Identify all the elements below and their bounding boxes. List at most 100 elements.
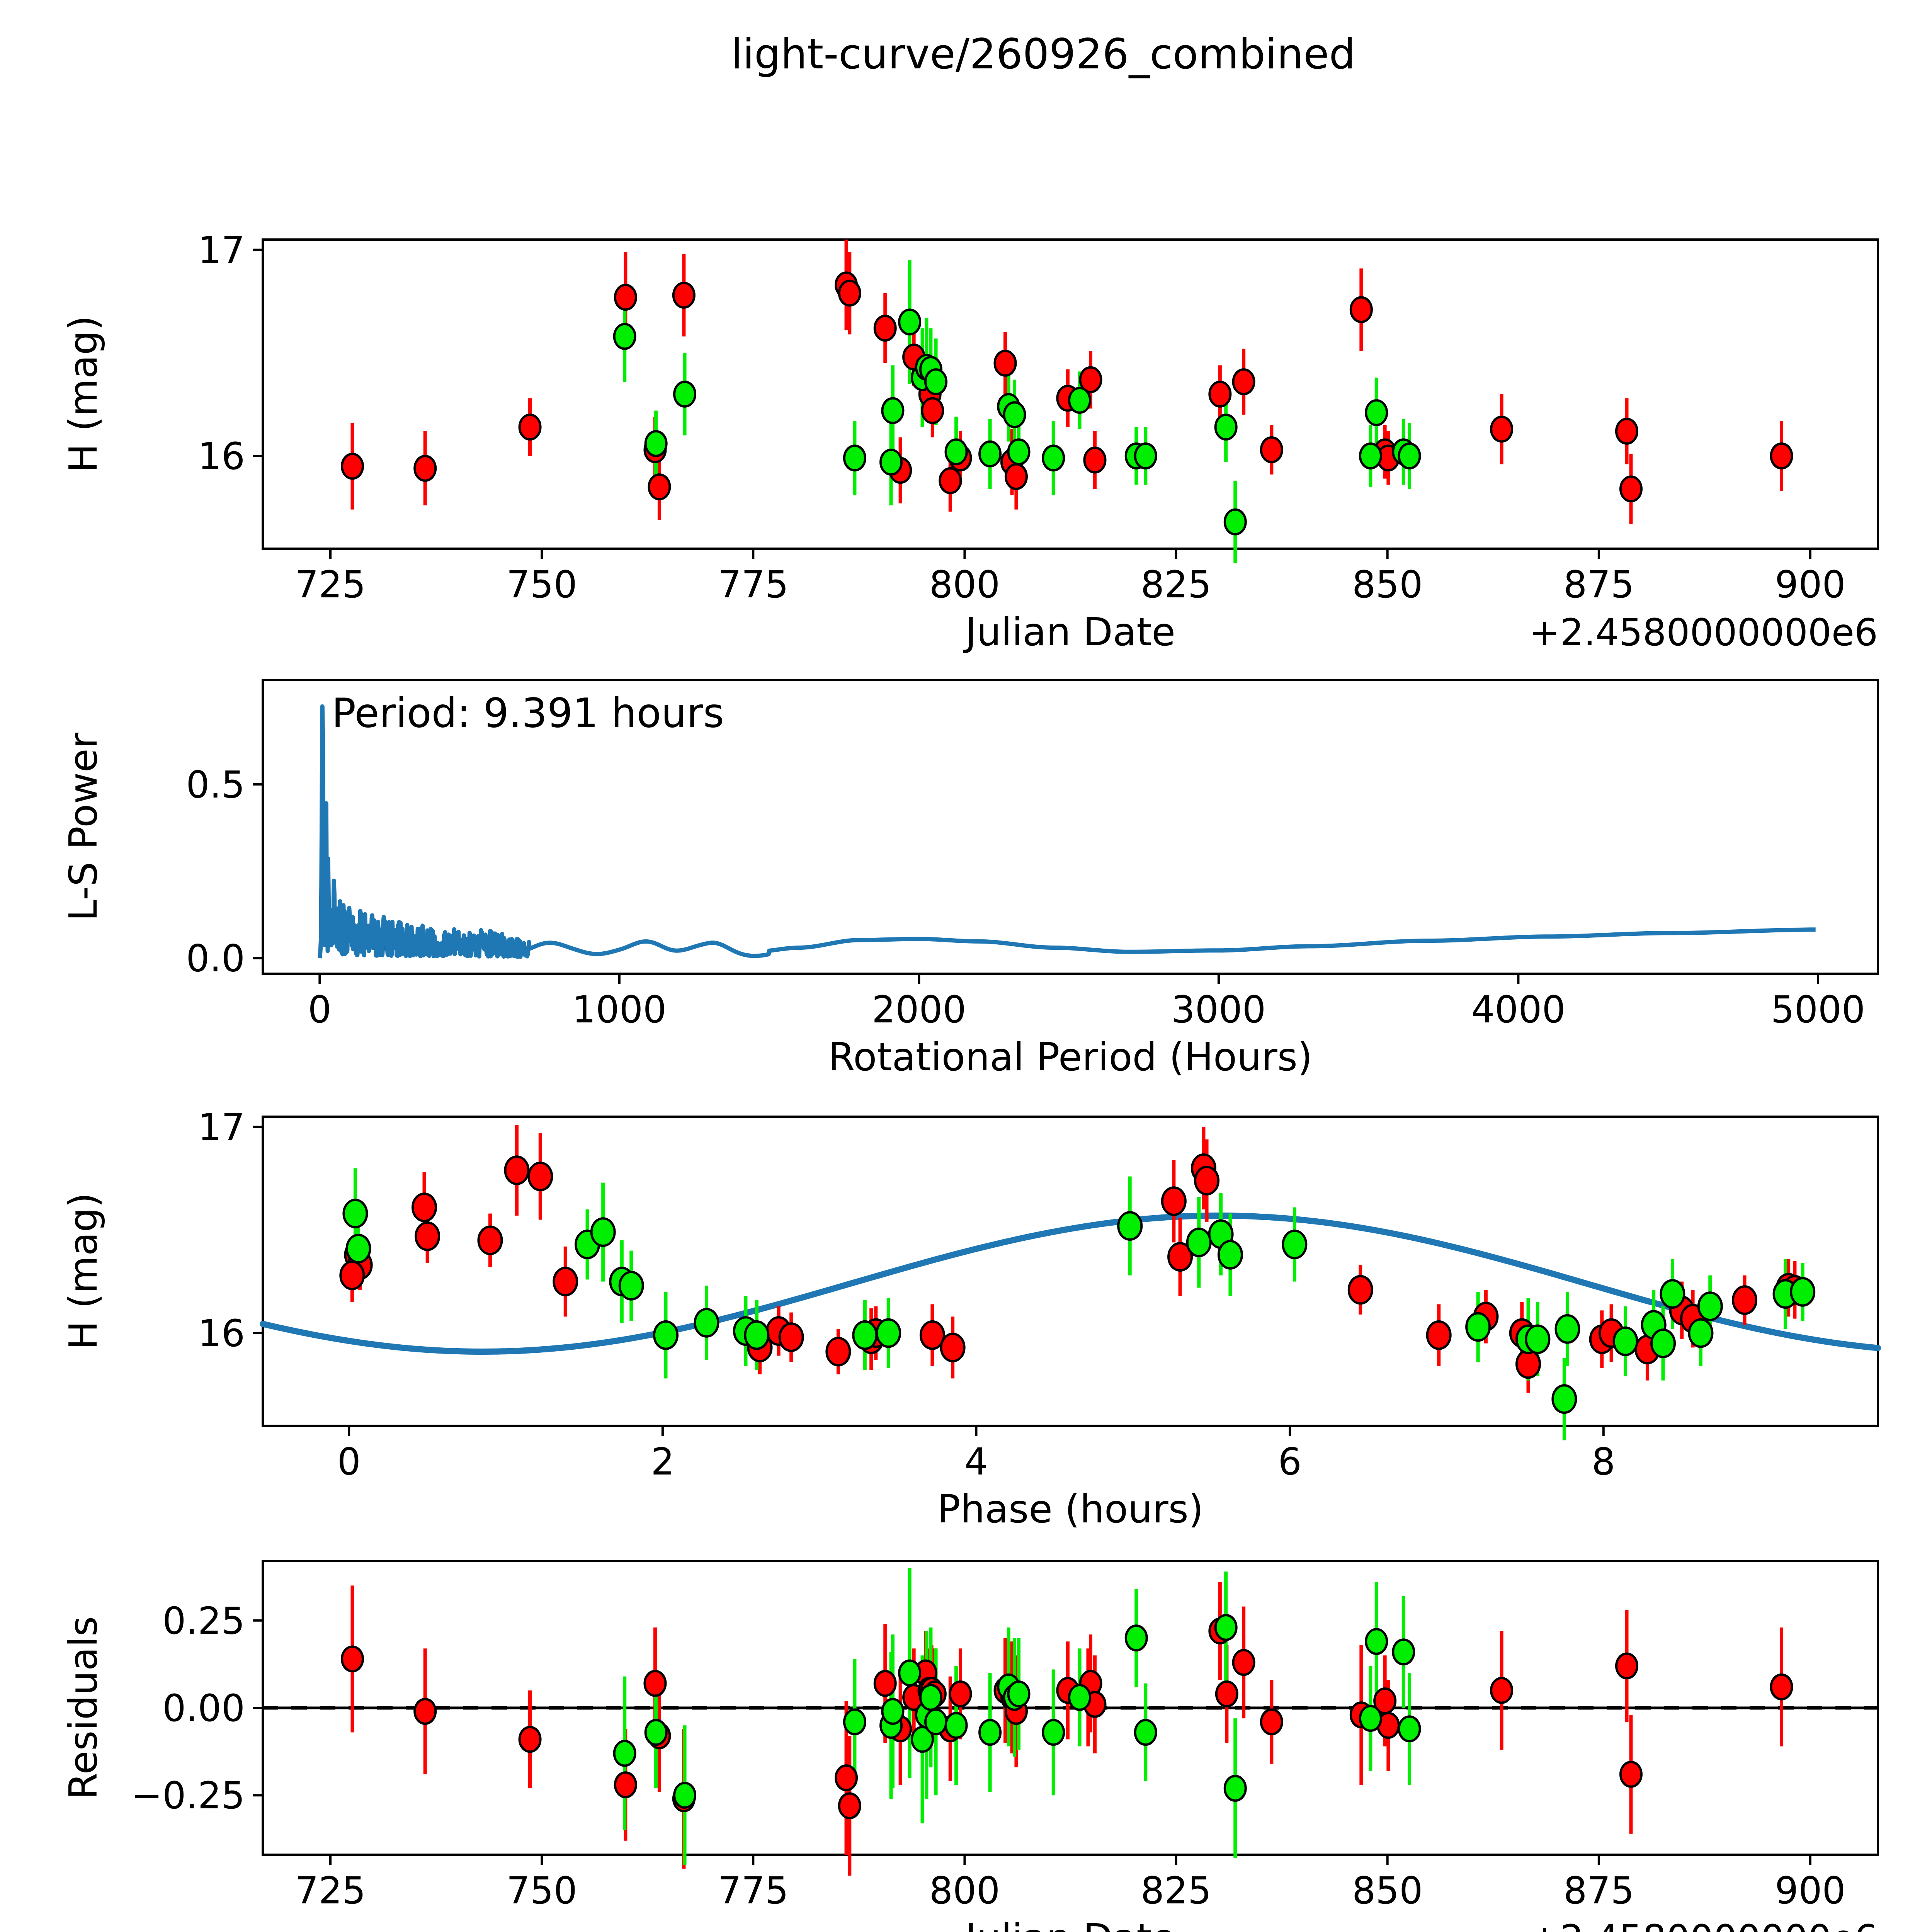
data-point[interactable] [673,381,697,408]
data-point[interactable] [1426,1320,1452,1350]
data-point[interactable] [1208,381,1232,408]
data-point[interactable] [944,1712,968,1739]
data-point[interactable] [1282,1230,1308,1260]
data-point[interactable] [1790,1277,1816,1307]
data-point[interactable] [644,430,668,457]
data-point[interactable] [1117,1211,1143,1241]
data-point[interactable] [694,1308,719,1338]
data-point[interactable] [1260,1708,1283,1736]
data-point[interactable] [1615,1652,1639,1680]
data-point[interactable] [919,1320,945,1350]
data-point[interactable] [1232,1649,1255,1676]
data-point[interactable] [340,1645,364,1673]
data-point[interactable] [1223,1775,1247,1802]
data-point[interactable] [873,315,897,342]
data-point[interactable] [1359,442,1382,469]
data-point[interactable] [876,1318,901,1348]
data-point[interactable] [1650,1328,1676,1359]
data-point[interactable] [1525,1324,1551,1354]
data-point[interactable] [653,1320,679,1350]
data-point[interactable] [1347,1275,1373,1305]
data-point[interactable] [1223,508,1247,536]
data-point[interactable] [838,1792,861,1820]
data-point[interactable] [993,350,1017,377]
data-point[interactable] [778,1322,804,1352]
data-point[interactable] [1465,1312,1491,1342]
data-point[interactable] [613,1740,636,1767]
data-point[interactable] [644,1719,668,1746]
data-point[interactable] [852,1320,878,1350]
data-point[interactable] [978,440,1002,468]
data-point[interactable] [924,1708,948,1736]
data-point[interactable] [1260,436,1283,463]
data-point[interactable] [1770,1673,1793,1701]
data-point[interactable] [1612,1326,1638,1356]
data-point[interactable] [921,397,944,424]
data-point[interactable] [413,1698,437,1725]
data-point[interactable] [1490,415,1514,443]
data-point[interactable] [345,1233,371,1264]
data-point[interactable] [518,413,542,441]
data-point[interactable] [1124,1624,1148,1651]
data-point[interactable] [924,368,948,395]
data-point[interactable] [1083,446,1107,474]
data-point[interactable] [1551,1384,1577,1414]
data-point[interactable] [1232,368,1255,395]
data-point[interactable] [940,1332,966,1362]
data-point[interactable] [1365,1628,1388,1655]
data-point[interactable] [838,279,861,307]
data-point[interactable] [744,1320,770,1350]
data-point[interactable] [1770,442,1793,469]
data-point[interactable] [835,1764,858,1791]
data-point[interactable] [553,1267,578,1297]
data-point[interactable] [618,1270,644,1301]
data-point[interactable] [1619,475,1643,503]
data-point[interactable] [843,444,866,472]
data-point[interactable] [1217,1240,1243,1270]
data-point[interactable] [1134,442,1157,469]
data-point[interactable] [1068,1684,1092,1711]
data-point[interactable] [672,282,696,309]
data-point[interactable] [1554,1314,1580,1344]
data-point[interactable] [1349,296,1373,323]
data-point[interactable] [648,473,671,500]
data-point[interactable] [504,1155,530,1185]
data-point[interactable] [1490,1677,1514,1704]
data-point[interactable] [413,455,437,482]
data-point[interactable] [590,1217,616,1247]
data-point[interactable] [342,1199,368,1229]
data-point[interactable] [613,323,636,350]
data-point[interactable] [881,397,905,424]
data-point[interactable] [919,1684,942,1711]
data-point[interactable] [1615,418,1639,445]
data-point[interactable] [1515,1349,1541,1379]
data-point[interactable] [1732,1285,1758,1315]
data-point[interactable] [843,1708,866,1736]
data-point[interactable] [944,438,968,466]
data-point[interactable] [1392,1638,1415,1666]
data-point[interactable] [1004,463,1028,490]
data-point[interactable] [873,1670,897,1697]
data-point[interactable] [614,284,637,311]
data-point[interactable] [1007,438,1031,466]
data-point[interactable] [1697,1291,1723,1321]
data-point[interactable] [1068,387,1092,414]
data-point[interactable] [881,1698,905,1725]
data-point[interactable] [415,1221,440,1251]
data-point[interactable] [1660,1279,1685,1309]
data-point[interactable] [339,1260,365,1291]
data-point[interactable] [825,1337,851,1367]
data-point[interactable] [1619,1761,1643,1788]
data-point[interactable] [1186,1227,1212,1257]
data-point[interactable] [1042,444,1065,472]
data-point[interactable] [1134,1719,1157,1746]
data-point[interactable] [939,467,962,494]
data-point[interactable] [1003,401,1026,429]
data-point[interactable] [673,1782,697,1809]
data-point[interactable] [1167,1242,1193,1272]
data-point[interactable] [1079,366,1102,393]
data-point[interactable] [1214,1614,1238,1641]
data-point[interactable] [1194,1165,1220,1196]
data-point[interactable] [527,1162,553,1192]
data-point[interactable] [1398,1715,1421,1743]
